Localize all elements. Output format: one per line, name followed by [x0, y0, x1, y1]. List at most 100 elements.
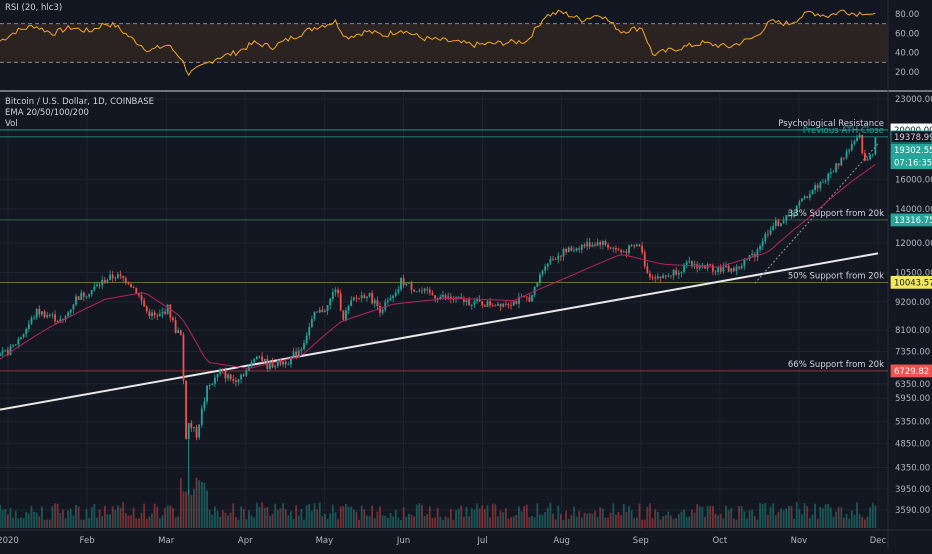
volume-bar [111, 506, 114, 528]
rsi-tick-label: 20.00 [895, 68, 919, 78]
price-label: 10043.57 [890, 275, 932, 289]
volume-bar [664, 515, 667, 528]
volume-bar [308, 503, 311, 528]
volume-bar [465, 506, 468, 528]
volume-bar [709, 505, 712, 528]
volume-bar [431, 518, 434, 528]
candle-body [384, 301, 387, 310]
candle-body [656, 276, 659, 279]
volume-bar [620, 515, 623, 528]
volume-bar [856, 502, 858, 528]
candle-body [711, 265, 714, 272]
volume-bar [232, 503, 235, 528]
volume-bar [662, 516, 664, 528]
volume-bar [507, 518, 510, 528]
time-tick-label: Aug [553, 536, 570, 546]
candle-body [279, 359, 282, 365]
volume-bar [109, 514, 111, 528]
volume-bar [717, 515, 720, 528]
candle-body [698, 265, 701, 269]
price-label-box [890, 143, 932, 157]
price-scale[interactable]: 23000.00 16000.00 14000.00 12000.00 10500.00… [895, 95, 932, 516]
volume-bar [224, 512, 227, 528]
volume-bar [780, 508, 782, 528]
rsi-panel[interactable] [0, 9, 888, 77]
price-legend[interactable]: Bitcoin / U.S. Dollar, 1D, COINBASE EMA … [5, 97, 154, 130]
volume-bar [148, 516, 151, 528]
candle-body [72, 304, 75, 310]
volume-bar [9, 507, 12, 528]
candle-body [573, 250, 575, 252]
volume-bar [751, 509, 754, 528]
volume-bar [253, 517, 256, 528]
rsi-title: RSI (20, hlc3) [5, 3, 63, 13]
volume-bar [187, 490, 190, 528]
volume-bar [612, 503, 615, 528]
candle-body [358, 297, 360, 299]
volume-bar [193, 488, 195, 528]
volume-bar [415, 504, 418, 528]
horizontal-levels[interactable] [0, 129, 888, 372]
candle-body [552, 258, 554, 260]
candle-body [609, 247, 612, 249]
candle-body [431, 292, 434, 296]
rsi-legend[interactable]: RSI (20, hlc3) [5, 3, 62, 14]
volume-bar [604, 517, 607, 528]
rsi-tick-label: 60.00 [895, 29, 919, 39]
candle-body [670, 275, 672, 277]
candle-body [200, 408, 203, 425]
candle-body [373, 300, 376, 304]
candle-body [811, 190, 814, 195]
time-tick-label: Jun [396, 536, 410, 546]
volume-bar [200, 481, 203, 528]
candle-body [753, 253, 756, 258]
price-tick-label: 3590.00 [895, 506, 930, 516]
candle-body [795, 205, 798, 213]
candle-body [580, 244, 583, 250]
volume-bar [206, 490, 208, 528]
volume-bar [843, 517, 845, 528]
candle-body [169, 304, 172, 318]
volume-bar [46, 519, 49, 528]
candle-body [759, 245, 761, 250]
candle-body [814, 185, 816, 191]
candle-body [242, 374, 245, 376]
candle-body [664, 275, 667, 277]
volume-bar [410, 514, 413, 528]
candle-body [308, 326, 311, 336]
volume-bar [106, 514, 109, 528]
volume-bar [497, 516, 499, 528]
volume-bar [271, 513, 274, 528]
candle-body [672, 270, 675, 276]
candle-body [714, 271, 717, 273]
candle-body [659, 276, 662, 279]
candle-body [122, 275, 125, 279]
volume-bar [510, 517, 512, 528]
volume-bar [677, 514, 680, 528]
trendlines[interactable] [0, 143, 879, 411]
candle-body [874, 137, 877, 155]
rsi-scale[interactable]: 80.00 60.00 40.00 20.00 [895, 10, 919, 78]
volume-bar [525, 504, 528, 528]
volume-bar [654, 509, 657, 528]
volume-bar [704, 516, 706, 528]
candle-body [127, 283, 130, 284]
candle-body [402, 278, 405, 286]
volume-bar [573, 506, 575, 528]
volume-bar [138, 518, 140, 528]
time-tick-label: Feb [80, 536, 95, 546]
candle-body [82, 292, 85, 297]
volume-bar [421, 505, 423, 528]
rsi-tick-label: 40.00 [895, 49, 919, 59]
candle-body [654, 277, 657, 279]
volume-bar [64, 518, 67, 528]
candle-body [607, 244, 609, 248]
candle-body [329, 298, 332, 306]
volume-bar [601, 508, 604, 528]
candle-body [586, 242, 588, 247]
volume-bar [447, 518, 450, 528]
candle-body [615, 247, 617, 250]
volume-bar [56, 503, 59, 528]
